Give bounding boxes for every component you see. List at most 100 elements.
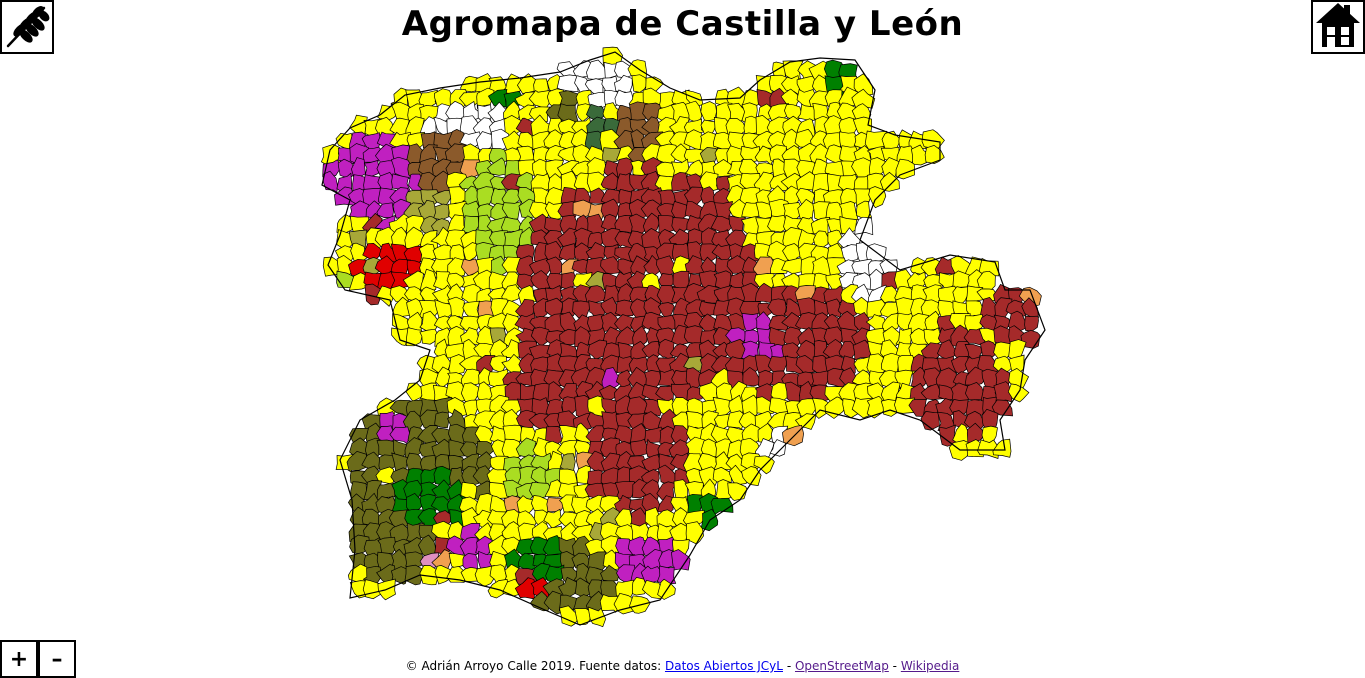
municipality[interactable] [530, 270, 553, 291]
municipality[interactable] [516, 495, 535, 517]
municipality[interactable] [447, 354, 466, 375]
municipality[interactable] [585, 425, 606, 446]
municipality[interactable] [585, 241, 606, 261]
municipality[interactable] [993, 341, 1014, 362]
municipality[interactable] [405, 327, 423, 347]
municipality[interactable] [881, 156, 901, 179]
municipality[interactable] [1024, 315, 1039, 332]
municipality[interactable] [617, 258, 637, 279]
municipality[interactable] [433, 465, 453, 486]
municipality[interactable] [632, 325, 648, 349]
municipality[interactable] [420, 467, 437, 486]
link-wikipedia[interactable]: Wikipedia [900, 659, 960, 673]
municipality[interactable] [544, 240, 564, 264]
municipality[interactable] [529, 201, 551, 221]
municipality[interactable] [543, 508, 562, 529]
municipality[interactable] [545, 256, 565, 277]
municipality[interactable] [500, 399, 523, 419]
zoom-out-button[interactable]: – [38, 640, 76, 678]
link-openstreetmap[interactable]: OpenStreetMap [794, 659, 889, 673]
municipality[interactable] [741, 466, 762, 486]
municipality[interactable] [573, 172, 593, 193]
link-datos-abiertos[interactable]: Datos Abiertos JCyL [664, 659, 783, 673]
municipality[interactable] [556, 74, 579, 92]
municipality[interactable] [463, 399, 481, 418]
municipality[interactable] [854, 216, 874, 236]
municipality[interactable] [614, 299, 636, 317]
municipality[interactable] [476, 131, 493, 151]
municipality[interactable] [813, 272, 830, 292]
municipality[interactable] [840, 244, 861, 263]
municipality[interactable] [601, 367, 623, 391]
municipality[interactable] [337, 158, 357, 179]
municipality[interactable] [461, 466, 481, 486]
municipality[interactable] [503, 115, 524, 136]
municipality[interactable] [406, 492, 425, 515]
municipality[interactable] [642, 102, 663, 123]
municipality[interactable] [419, 268, 437, 291]
municipality[interactable] [1008, 339, 1027, 363]
municipality[interactable] [390, 156, 413, 179]
municipality[interactable] [406, 131, 427, 149]
municipality[interactable] [628, 213, 649, 234]
municipality[interactable] [517, 285, 537, 305]
municipality[interactable] [349, 114, 368, 136]
municipality[interactable] [336, 213, 353, 235]
municipality[interactable] [908, 130, 928, 151]
home-button[interactable] [1311, 0, 1365, 54]
municipality[interactable] [476, 451, 494, 471]
municipality[interactable] [952, 285, 972, 304]
municipality[interactable] [377, 536, 397, 556]
municipality[interactable] [879, 171, 900, 192]
municipality[interactable] [530, 173, 553, 193]
municipality[interactable] [630, 340, 651, 361]
municipality[interactable] [447, 129, 466, 150]
municipality[interactable] [404, 551, 424, 569]
municipality[interactable] [966, 422, 987, 446]
municipality[interactable] [575, 103, 592, 123]
municipality[interactable] [529, 257, 553, 278]
municipality[interactable] [431, 190, 452, 207]
municipality[interactable] [757, 422, 773, 444]
municipality[interactable] [991, 399, 1013, 417]
municipality-grid[interactable] [320, 46, 1042, 628]
municipality[interactable] [826, 257, 848, 278]
municipality[interactable] [671, 217, 691, 236]
municipality[interactable] [642, 212, 660, 235]
municipality[interactable] [614, 74, 633, 94]
municipality[interactable] [402, 410, 426, 433]
municipality[interactable] [992, 355, 1014, 374]
municipality[interactable] [656, 565, 677, 585]
municipality[interactable] [797, 103, 818, 121]
municipality[interactable] [346, 451, 367, 471]
municipality[interactable] [920, 342, 943, 362]
municipality[interactable] [602, 147, 622, 164]
municipality[interactable] [630, 255, 649, 278]
municipality[interactable] [587, 231, 606, 249]
municipality[interactable] [600, 172, 619, 191]
municipality[interactable] [782, 425, 804, 447]
municipality[interactable] [447, 257, 468, 278]
municipality[interactable] [740, 145, 761, 164]
municipality[interactable] [838, 201, 859, 223]
municipality[interactable] [712, 341, 731, 360]
municipality[interactable] [615, 369, 637, 391]
municipality[interactable] [700, 119, 719, 135]
municipality[interactable] [614, 314, 634, 332]
municipality[interactable] [895, 158, 915, 180]
wheat-button[interactable] [0, 0, 54, 54]
municipality[interactable] [657, 338, 675, 361]
municipality[interactable] [600, 311, 623, 333]
municipality[interactable] [908, 398, 927, 417]
municipality[interactable] [388, 213, 411, 234]
municipality[interactable] [544, 201, 564, 221]
municipality[interactable] [992, 438, 1012, 458]
municipality[interactable] [530, 326, 552, 347]
municipality[interactable] [851, 88, 876, 110]
municipality[interactable] [671, 549, 691, 571]
municipality[interactable] [881, 312, 901, 332]
municipality[interactable] [856, 200, 873, 219]
municipality[interactable] [476, 186, 495, 207]
